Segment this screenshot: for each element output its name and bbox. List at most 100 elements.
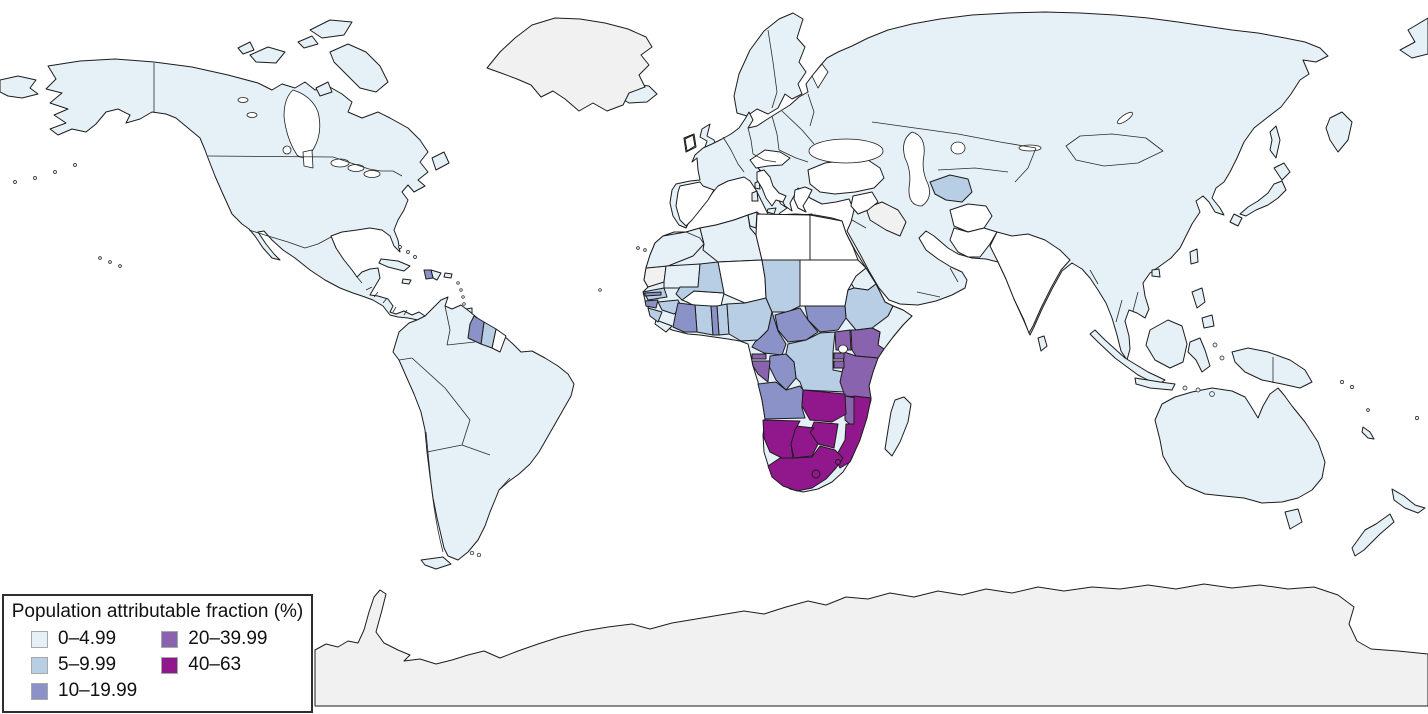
legend-item-40-63: 40–63	[161, 654, 267, 676]
country-rwanda	[833, 352, 845, 360]
country-lesotho	[811, 469, 821, 479]
borders-central-america	[356, 276, 408, 316]
lake-great-slave	[246, 112, 258, 118]
border-finland-russia	[807, 93, 815, 127]
falkland-island	[476, 552, 482, 558]
caspian-sea	[903, 131, 930, 207]
country-angola	[757, 381, 806, 420]
lake-winnipeg	[282, 145, 292, 155]
island-mindanao	[1201, 314, 1215, 329]
legend-item-20-39: 20–39.99	[161, 628, 268, 650]
country-ireland-overlay	[684, 134, 696, 152]
country-kenya	[850, 327, 885, 359]
border-colombia-venezuela	[444, 305, 476, 346]
border-morocco-algeria	[685, 231, 705, 245]
hawaii-island	[98, 256, 102, 260]
lake-baikal	[1117, 111, 1133, 125]
island-new-caledonia	[1361, 426, 1375, 440]
legend-item-5-9: 5–9.99	[31, 654, 137, 676]
island-madagascar	[884, 396, 912, 457]
country-chad	[761, 259, 801, 313]
map-legend: Population attributable fraction (%) 0–4…	[2, 594, 313, 713]
james-bay	[302, 149, 314, 169]
border-lines	[153, 29, 1274, 553]
bahamas-island	[413, 255, 417, 259]
legend-label-40-63: 40–63	[188, 654, 242, 675]
legend-label-5-9: 5–9.99	[58, 654, 117, 675]
legend-swatch-20-39	[161, 630, 179, 648]
lake-great-bear	[237, 97, 249, 103]
maluku-island	[1219, 355, 1225, 361]
country-morocco	[645, 227, 705, 269]
island-new-guinea	[1231, 347, 1313, 389]
country-uganda	[834, 329, 852, 351]
aleutian-island	[73, 163, 77, 167]
country-greenland	[486, 17, 653, 112]
maluku-island	[1212, 342, 1218, 348]
island-puerto-rico	[443, 272, 453, 279]
border-bolivia	[426, 387, 471, 453]
lesser-sunda-island	[1195, 387, 1201, 393]
border-russia-kazakhstan	[871, 121, 1037, 183]
legend-item-0-4: 0–4.99	[31, 628, 137, 650]
country-cote-divoire	[672, 302, 698, 333]
border-germany-east	[747, 127, 777, 163]
island-luzon	[1191, 287, 1206, 309]
no-data-gray-regions	[314, 17, 1428, 707]
island-baffin	[329, 43, 389, 93]
country-ethiopia	[844, 283, 894, 331]
island-new-zealand-north	[1391, 488, 1426, 514]
border-france-east	[722, 136, 745, 173]
antilles-island	[461, 295, 465, 299]
legend-label-10-19: 10–19.99	[58, 680, 138, 701]
legend-title: Population attributable fraction (%)	[11, 601, 304, 622]
country-gambia	[644, 291, 662, 297]
legend-item-10-19: 10–19.99	[31, 680, 137, 702]
falkland-island	[469, 550, 475, 556]
country-south-sudan	[804, 305, 847, 333]
border-norway-sweden	[767, 29, 778, 109]
island-victoria	[249, 46, 286, 64]
island-java	[1134, 377, 1176, 391]
continent-antarctica	[314, 583, 1428, 707]
country-greece	[793, 186, 813, 213]
country-liberia	[654, 319, 673, 333]
solomon-island	[1350, 385, 1354, 389]
island-newfoundland	[431, 151, 450, 171]
borders-indochina	[1089, 269, 1139, 323]
country-gabon	[751, 360, 771, 383]
region-alpine-central-europe	[749, 149, 791, 169]
bahamas-island	[398, 245, 402, 249]
border-us-canada	[207, 155, 403, 177]
country-cameroon	[751, 311, 787, 356]
country-burundi	[833, 360, 845, 369]
island-sri-lanka	[1037, 335, 1048, 352]
border-paraguay	[461, 444, 491, 456]
canary-island	[636, 246, 640, 250]
black-sea	[808, 138, 884, 164]
island-banks	[237, 41, 255, 55]
country-equatorial-guinea	[751, 353, 767, 360]
country-syria-levant	[850, 191, 879, 215]
country-mali	[675, 261, 725, 301]
great-lake-erie-ontario	[363, 170, 381, 178]
fragment-chukotka-west	[0, 75, 39, 99]
canary-island	[643, 248, 647, 252]
island-hokkaido	[1273, 162, 1291, 181]
country-guinea-bissau	[644, 299, 659, 309]
country-central-african-republic	[774, 307, 819, 343]
aleutian-island	[13, 180, 17, 184]
small-islands	[13, 163, 1419, 558]
island-honshu	[1239, 180, 1287, 217]
island-cuba	[378, 258, 411, 272]
bahamas-island	[406, 250, 410, 254]
country-haiti	[423, 269, 434, 280]
white-sea	[811, 63, 829, 89]
country-spain	[675, 181, 715, 227]
great-lake-huron	[347, 164, 365, 172]
legend-swatch-5-9	[31, 656, 48, 674]
border-ukraine-russia	[781, 110, 815, 145]
country-libya	[755, 213, 811, 261]
country-tanzania	[839, 351, 879, 399]
